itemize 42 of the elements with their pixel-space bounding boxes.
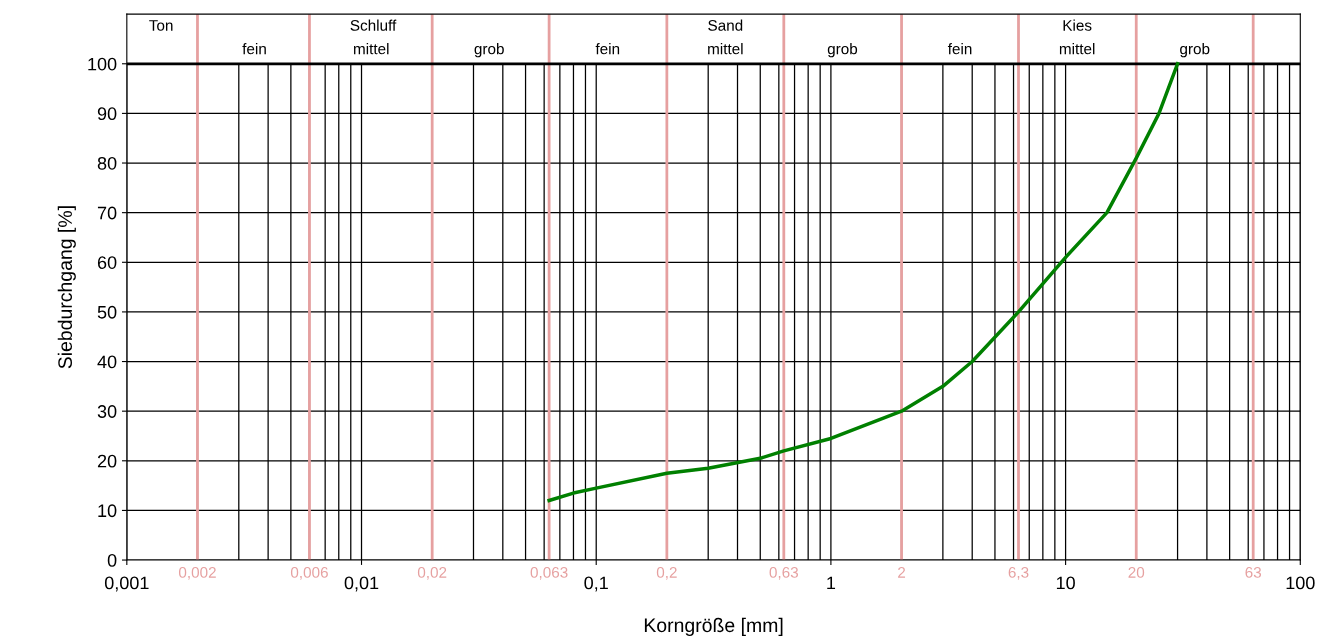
ref-line-label: 0,002 (178, 567, 216, 580)
ref-line-label: 0,006 (290, 567, 328, 580)
y-axis-title: Siebdurchgang [%] (57, 206, 76, 369)
x-tick-label: 0,001 (104, 576, 149, 592)
x-tick-label: 0,01 (344, 576, 379, 592)
y-tick-label: 70 (97, 206, 117, 220)
annotation: grob (474, 43, 504, 58)
annotation: fein (242, 43, 266, 55)
x-tick-label: 10 (1056, 576, 1075, 590)
ref-line-label: 0,02 (417, 567, 447, 580)
x-axis-title: Korngröße [mm] (644, 617, 783, 636)
x-tick-label: 0,1 (584, 576, 608, 592)
annotation: mittel (1059, 43, 1095, 55)
y-tick-label: 10 (98, 504, 117, 518)
annotation: grob (827, 43, 858, 58)
annotation: Sand (708, 19, 743, 31)
ref-line-label: 20 (1128, 567, 1145, 578)
annotation: Schluff (350, 19, 397, 31)
y-tick-label: 30 (97, 405, 117, 418)
annotation: fein (947, 43, 972, 55)
ref-line-label: 0,063 (530, 567, 568, 580)
y-tick-label: 50 (97, 305, 117, 319)
ref-line-label: 0,63 (769, 567, 799, 580)
ref-line-label: 6,3 (1008, 567, 1029, 580)
annotation: grob (1180, 43, 1210, 58)
annotation: mittel (708, 43, 743, 55)
x-tick-label: 1 (827, 576, 836, 590)
ref-line-label: 63 (1245, 567, 1262, 578)
ref-line-label: 2 (898, 567, 906, 578)
x-tick-label: 100 (1286, 576, 1315, 590)
y-tick-label: 100 (88, 57, 117, 71)
y-tick-label: 20 (97, 454, 117, 468)
y-tick-label: 40 (97, 355, 117, 369)
annotation: fein (595, 43, 620, 55)
y-tick-label: 90 (97, 107, 117, 121)
annotation: mittel (354, 43, 389, 55)
ref-line-label: 0,2 (656, 567, 677, 580)
annotation: Ton (149, 20, 173, 31)
annotation: Kies (1063, 19, 1092, 31)
y-tick-label: 80 (97, 156, 117, 170)
y-tick-label: 0 (107, 553, 117, 567)
y-tick-label: 60 (97, 256, 117, 270)
